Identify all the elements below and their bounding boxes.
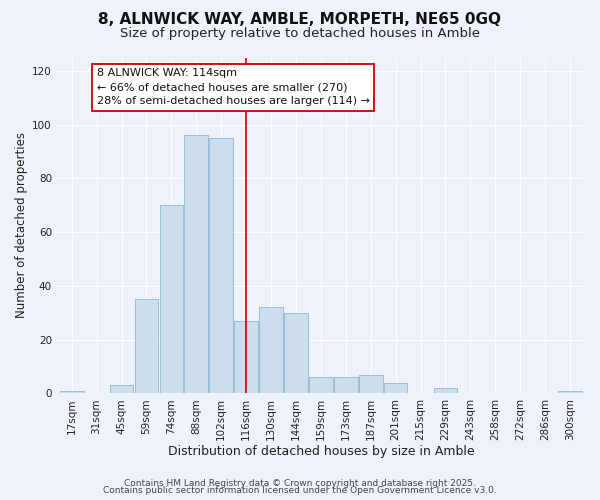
Bar (110, 386, 133, 394)
Bar (60, 390, 83, 394)
Bar (434, 388, 457, 394)
Text: Contains HM Land Registry data © Crown copyright and database right 2025.: Contains HM Land Registry data © Crown c… (124, 478, 476, 488)
Bar (184, 136, 208, 394)
Bar (384, 382, 407, 394)
Bar (259, 308, 283, 394)
Bar (134, 300, 158, 394)
Text: 8, ALNWICK WAY, AMBLE, MORPETH, NE65 0GQ: 8, ALNWICK WAY, AMBLE, MORPETH, NE65 0GQ (98, 12, 502, 28)
Text: 8 ALNWICK WAY: 114sqm
← 66% of detached houses are smaller (270)
28% of semi-det: 8 ALNWICK WAY: 114sqm ← 66% of detached … (97, 68, 370, 106)
Bar (334, 377, 358, 394)
Bar (309, 377, 333, 394)
Bar (160, 206, 183, 394)
Bar (359, 374, 383, 394)
Bar (558, 390, 582, 394)
X-axis label: Distribution of detached houses by size in Amble: Distribution of detached houses by size … (167, 444, 474, 458)
Bar (284, 312, 308, 394)
Bar (235, 321, 258, 394)
Text: Size of property relative to detached houses in Amble: Size of property relative to detached ho… (120, 28, 480, 40)
Text: Contains public sector information licensed under the Open Government Licence v3: Contains public sector information licen… (103, 486, 497, 495)
Y-axis label: Number of detached properties: Number of detached properties (15, 132, 28, 318)
Bar (209, 138, 233, 394)
